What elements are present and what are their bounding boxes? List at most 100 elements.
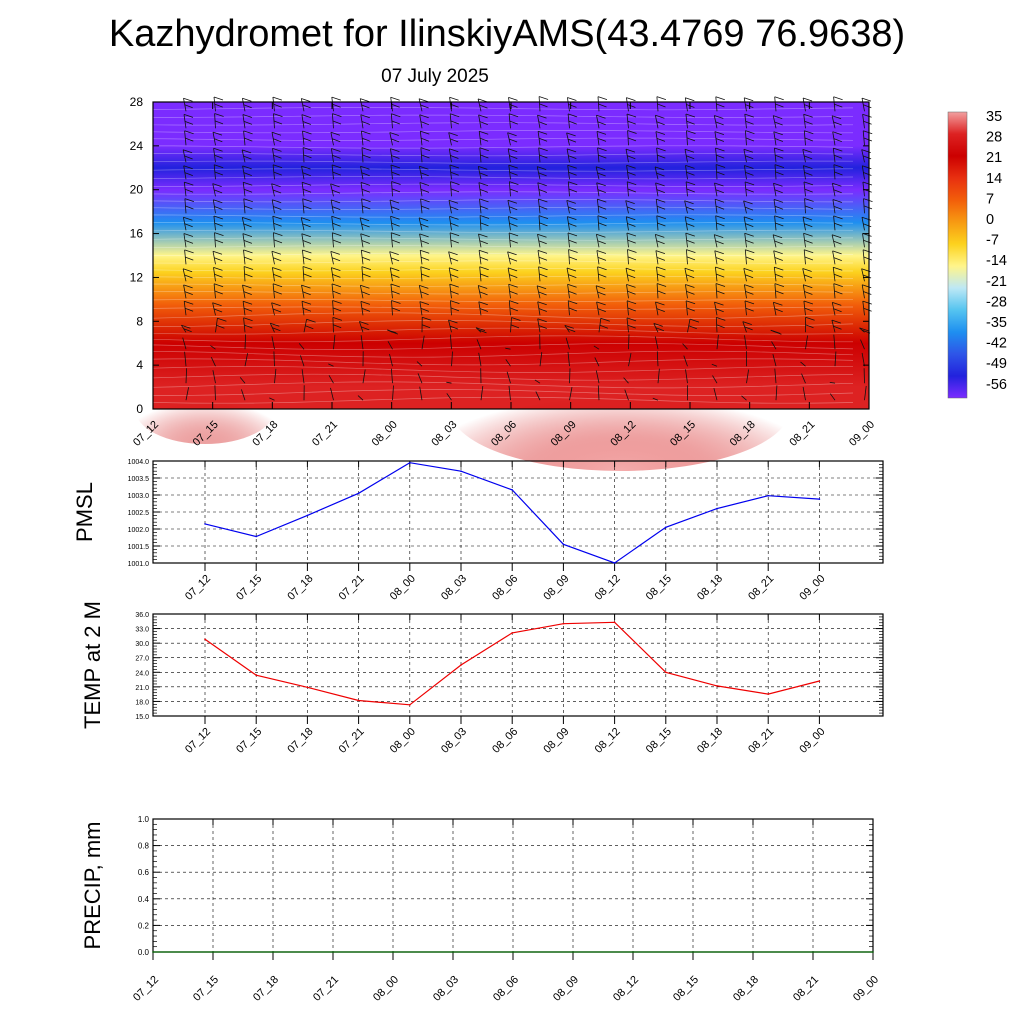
wind-barb-feather (656, 283, 667, 287)
wind-barb-staff (569, 368, 571, 384)
wind-barb-feather (243, 307, 253, 312)
isotherm-line (152, 350, 854, 358)
wind-barb-feather (685, 165, 695, 169)
wind-barb-feather (243, 172, 252, 176)
isotherm-line (152, 168, 854, 172)
wind-barb-feather (185, 256, 194, 261)
wind-barb-feather (419, 301, 430, 305)
wind-barb-feather (361, 249, 371, 254)
wind-barb-feather (389, 199, 400, 204)
wind-barb-staff (361, 266, 364, 282)
wind-barb-feather (655, 114, 665, 119)
wind-barb-feather (184, 155, 193, 160)
wind-barb-feather (450, 300, 460, 304)
wind-barb-feather (566, 267, 577, 272)
wind-barb-feather (478, 301, 488, 306)
wind-barb-feather (568, 249, 578, 253)
wind-barb-feather (272, 199, 282, 204)
wind-barb-feather (833, 206, 843, 210)
wind-barb-feather (863, 120, 872, 125)
wind-barb-feather (568, 120, 577, 125)
wind-barb-feather (508, 113, 519, 118)
wind-barb-staff (626, 165, 629, 180)
data-point (511, 632, 513, 634)
isotherm-line (152, 229, 854, 233)
wind-barb-feather (596, 131, 607, 135)
wind-barb-feather (685, 284, 695, 288)
wind-barb-feather (538, 121, 547, 126)
isotherm-line (152, 160, 854, 164)
x-tick-label: 07_21 (311, 974, 341, 1004)
wind-barb-staff (597, 215, 600, 231)
wind-barb-feather (744, 181, 755, 186)
wind-barb-feather (834, 290, 843, 295)
wind-barb-feather (745, 155, 754, 160)
wind-barb-feather (420, 137, 430, 142)
wind-barb-feather (420, 104, 429, 109)
wind-barb-staff (508, 97, 511, 112)
wind-barb-feather (597, 257, 607, 261)
wind-barb-staff (654, 336, 659, 350)
wind-barb-feather (627, 155, 636, 160)
x-tick-label: 08_15 (671, 974, 701, 1004)
wind-barb-feather (184, 291, 193, 295)
wind-barb-feather (450, 181, 460, 185)
wind-barb-feather (743, 200, 753, 205)
wind-barb-feather (331, 283, 342, 288)
wind-barb-feather (302, 172, 311, 177)
wind-barb-feather (478, 249, 489, 254)
x-tick-label: 08_00 (388, 726, 418, 756)
wind-barb-feather (537, 318, 547, 323)
wind-barb-feather (863, 172, 872, 176)
wind-barb-feather (214, 164, 224, 169)
isotherm-line (152, 191, 854, 195)
wind-barb-staff (272, 283, 275, 299)
wind-barb-feather (802, 268, 812, 272)
wind-barb-feather (242, 284, 252, 289)
wind-barb-staff (860, 339, 865, 350)
wind-barb-staff (212, 132, 216, 146)
precip-panel: 0.0 0.2 0.4 0.6 0.8 1.0 07_12 07_15 07_18 07_21 08… (80, 815, 881, 1004)
isotherm-line (152, 312, 854, 320)
wind-barb-feather (480, 273, 489, 278)
wind-barb-feather (214, 257, 223, 262)
wind-barb-feather (480, 222, 489, 227)
wind-barb-feather (332, 171, 341, 176)
wind-barb-feather (509, 239, 518, 244)
wind-barb-feather (361, 104, 370, 109)
wind-barb-staff (682, 343, 688, 350)
wind-barb-staff (564, 325, 570, 333)
wind-barb-staff (802, 386, 806, 401)
wind-barb-staff (687, 319, 691, 333)
wind-barb-staff (652, 397, 659, 401)
heatmap-y-tick-label: 20 (130, 183, 144, 197)
wind-barb-feather (450, 113, 460, 118)
wind-barb-feather (213, 215, 224, 220)
wind-barb-feather (242, 300, 253, 305)
wind-barb-staff (859, 327, 865, 333)
isotherm-line (152, 283, 854, 287)
wind-barb-feather (184, 300, 194, 305)
wind-barb-feather (185, 137, 194, 142)
wind-barb-staff (419, 386, 423, 401)
wind-barb-feather (566, 132, 576, 137)
y-tick-label: 1003.5 (128, 476, 150, 483)
wind-barb-feather (744, 284, 754, 288)
wind-barb-feather (802, 216, 813, 221)
data-point (665, 671, 667, 674)
colorbar-label: 35 (986, 109, 1002, 125)
wind-barb-feather (359, 217, 370, 222)
wind-barb-feather (600, 317, 610, 322)
wind-barb-feather (744, 97, 754, 102)
wind-barb-feather (688, 325, 697, 330)
y-axis-label: PMSL (72, 482, 97, 542)
wind-barb-feather (745, 223, 754, 227)
wind-barb-feather (214, 206, 223, 210)
wind-barb-feather (686, 291, 695, 295)
wind-barb-staff (421, 335, 425, 350)
wind-barb-feather (568, 181, 578, 186)
wind-barb-feather (212, 131, 223, 136)
wind-barb-staff (301, 369, 305, 384)
wind-barb-feather (183, 97, 193, 102)
wind-barb-feather (182, 268, 193, 273)
